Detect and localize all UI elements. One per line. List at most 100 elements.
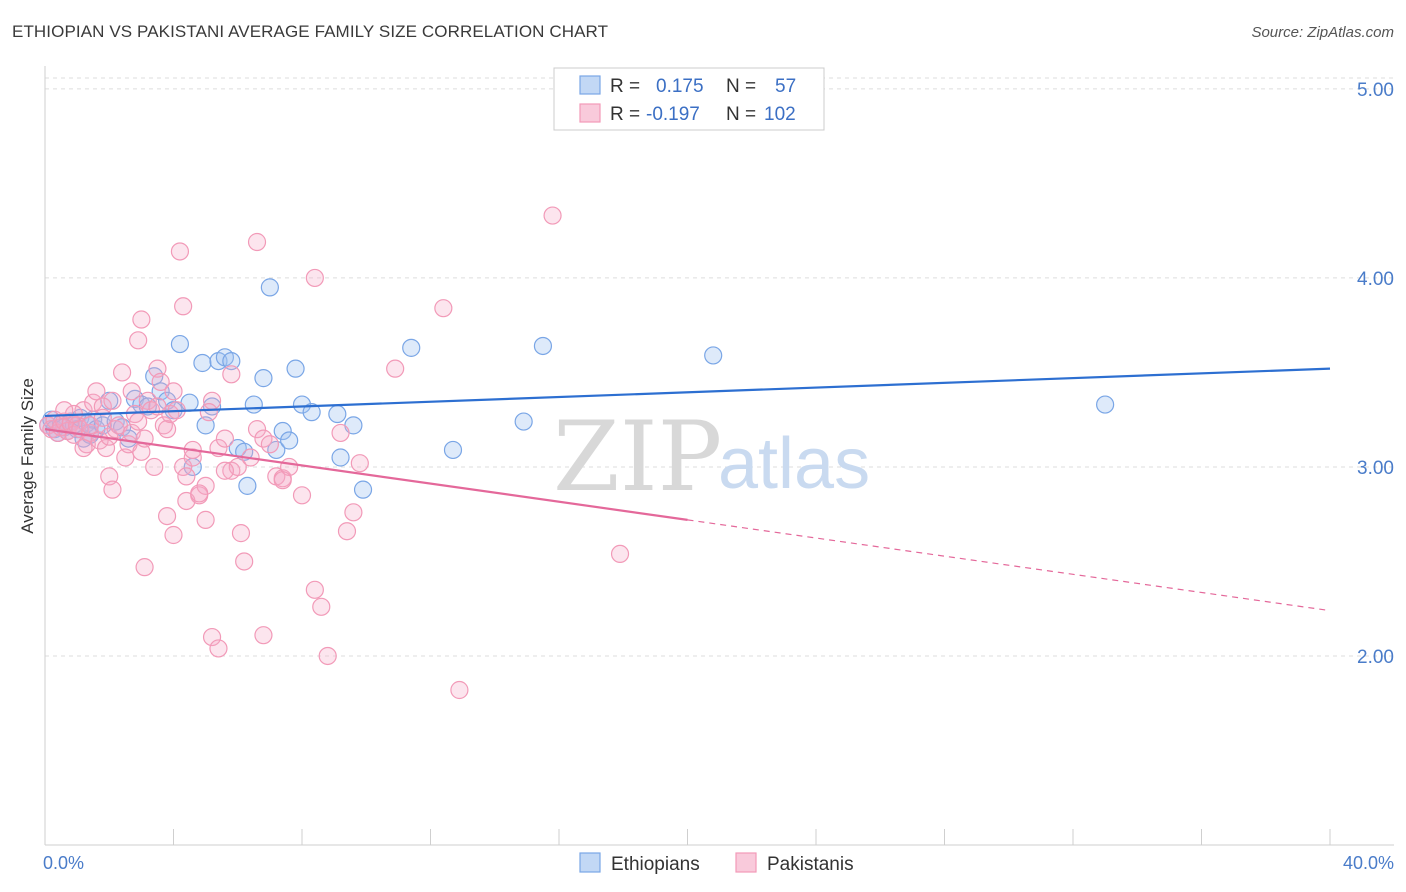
pakistanis-point-20 [103,391,122,410]
series-swatch-ethiopians [579,852,601,873]
ethiopians-point-56 [704,346,723,365]
ethiopians-point-55 [533,336,553,356]
axes [44,66,1394,846]
legend-n-value-1: 57 [775,76,796,97]
y-tick-label-1: 3.00 [1357,458,1394,479]
pakistanis-point-82 [273,471,292,490]
pakistanis-point-48 [215,429,234,448]
legend-swatch-ethiopians [579,75,601,95]
pakistanis-point-64 [331,423,350,443]
x-tick-label-1: 40.0% [1343,853,1394,873]
ethiopians-point-47 [302,403,321,422]
ethiopians-point-44 [280,431,299,450]
pakistanis-point-86 [450,680,469,700]
ethiopians-point-25 [151,382,170,401]
pakistanis-point-101 [199,403,218,422]
pakistanis-point-15 [87,382,106,401]
pakistanis-point-42 [177,467,196,486]
pakistanis-trend-line [44,428,688,521]
pakistanis-point-85 [434,299,453,318]
ethiopians-point-49 [331,448,350,467]
pakistanis-point-93 [103,480,122,499]
pakistanis-point-56 [260,435,279,454]
watermark-atlas: atlas [718,424,870,504]
pakistanis-point-35 [151,372,170,391]
pakistanis-point-91 [174,297,193,316]
pakistanis-point-54 [247,420,267,439]
pakistanis-point-77 [209,639,228,658]
watermark: ZIP atlas [553,401,870,513]
pakistanis-point-51 [231,524,251,543]
pakistanis-point-39 [164,382,183,401]
ethiopians-point-39 [244,395,263,414]
pakistanis-point-81 [254,626,273,645]
x-tick-label-0: 0.0% [43,853,84,873]
pakistanis-trend-extension [687,519,1331,612]
pakistanis-point-14 [84,393,103,412]
ethiopians-point-30 [193,353,212,373]
pakistanis-point-45 [196,476,215,495]
pakistanis-point-68 [135,558,154,577]
ethiopians-point-45 [286,359,305,378]
trend-lines [44,367,1331,612]
pakistanis-point-66 [344,503,363,522]
ethiopians-point-38 [238,476,257,495]
pakistanis-point-61 [305,580,324,599]
series-label-pakistanis: Pakistanis [767,854,854,875]
pakistanis-point-33 [145,457,164,477]
legend-n-label-2: N = [726,104,756,125]
legend-r-value-1: 0.175 [656,76,704,97]
pakistanis-point-74 [190,484,209,503]
pakistanis-point-98 [93,408,112,427]
ethiopians-point-48 [328,404,347,424]
pakistanis-point-37 [157,420,177,439]
ethiopians-trend-line [44,367,1331,418]
pakistanis-point-52 [235,552,254,571]
watermark-zip: ZIP [553,401,722,513]
y-axis-label: Average Family Size [18,378,37,534]
legend-swatch-pakistanis [579,103,601,123]
ethiopians-point-57 [1096,395,1115,414]
pakistanis-point-90 [129,331,148,350]
pakistanis-point-75 [196,510,215,529]
source-credit: Source: ZipAtlas.com [1251,24,1394,41]
pakistanis-point-88 [610,544,630,564]
legend-n-value-2: 102 [764,104,796,125]
pakistanis-point-65 [337,522,357,541]
legend-r-value-2: -0.197 [646,104,700,125]
pakistanis-point-79 [222,365,241,384]
ethiopians-point-54 [514,412,533,431]
legend-r-label-2: R = [610,104,640,125]
legend-n-label-1: N = [726,76,756,97]
correlation-legend: R = 0.175 N = 57 R = -0.197 N = 102 [553,67,825,131]
ethiopians-point-20 [119,429,138,448]
pakistanis-point-67 [350,454,369,473]
chart-title: ETHIOPIAN VS PAKISTANI AVERAGE FAMILY SI… [12,22,609,41]
ethiopians-point-28 [170,334,190,354]
pakistanis-point-99 [122,382,141,401]
ethiopians-point-51 [353,480,373,499]
legend-r-label-1: R = [610,76,640,97]
pakistanis-point-62 [312,597,331,616]
x-tick-labels: 0.0% 40.0% [43,853,1394,873]
pakistanis-point-83 [305,268,324,288]
pakistanis-point-78 [215,461,234,480]
y-tick-label-0: 2.00 [1357,647,1394,668]
series-swatch-pakistanis [735,852,757,873]
ethiopians-point-52 [402,338,421,357]
ethiopians-point-43 [273,421,292,441]
ethiopians-point-53 [443,440,463,460]
pakistanis-point-76 [202,627,222,647]
y-tick-labels: 2.00 3.00 4.00 5.00 [1357,80,1394,668]
pakistanis-point-71 [170,242,190,261]
pakistanis-point-63 [318,646,337,666]
pakistanis-point-84 [386,359,405,378]
pakistanis-point-80 [247,232,267,252]
pakistanis-point-89 [132,310,151,329]
ethiopians-point-19 [112,418,132,437]
series-label-ethiopians: Ethiopians [611,854,700,875]
series-legend: Ethiopians Pakistanis [579,852,854,875]
ethiopians-point-40 [254,369,273,388]
y-tick-label-2: 4.00 [1357,269,1394,290]
